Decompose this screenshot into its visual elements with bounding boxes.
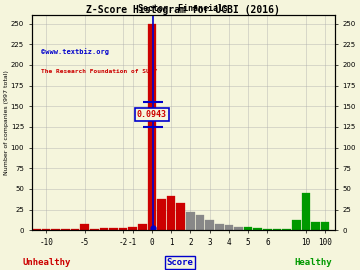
Bar	[71, 229, 79, 230]
Text: The Research Foundation of SUNY: The Research Foundation of SUNY	[41, 69, 157, 74]
Bar	[129, 227, 137, 230]
Bar	[225, 225, 233, 230]
Bar	[32, 229, 41, 230]
Bar	[138, 224, 147, 230]
Text: Sector: Financials: Sector: Financials	[138, 4, 228, 13]
Text: Healthy: Healthy	[294, 258, 332, 267]
Bar	[176, 203, 185, 230]
Y-axis label: Number of companies (997 total): Number of companies (997 total)	[4, 70, 9, 175]
Text: Unhealthy: Unhealthy	[23, 258, 71, 267]
Bar	[157, 199, 166, 230]
Bar	[263, 229, 272, 230]
Bar	[234, 227, 243, 230]
Text: Score: Score	[167, 258, 193, 267]
Bar	[80, 224, 89, 230]
Bar	[109, 228, 118, 230]
Bar	[119, 228, 127, 230]
Bar	[292, 220, 301, 230]
Bar	[186, 212, 195, 230]
Bar	[148, 23, 156, 230]
Bar	[321, 222, 329, 230]
Bar	[311, 222, 320, 230]
Bar	[302, 193, 310, 230]
Text: 0.0943: 0.0943	[137, 110, 167, 119]
Bar	[215, 224, 224, 230]
Bar	[167, 195, 175, 230]
Bar	[244, 227, 252, 230]
Text: ©www.textbiz.org: ©www.textbiz.org	[41, 48, 109, 55]
Bar	[205, 220, 214, 230]
Bar	[99, 228, 108, 230]
Title: Z-Score Histogram for UCBI (2016): Z-Score Histogram for UCBI (2016)	[86, 5, 280, 15]
Bar	[253, 228, 262, 230]
Bar	[90, 229, 99, 230]
Bar	[196, 215, 204, 230]
